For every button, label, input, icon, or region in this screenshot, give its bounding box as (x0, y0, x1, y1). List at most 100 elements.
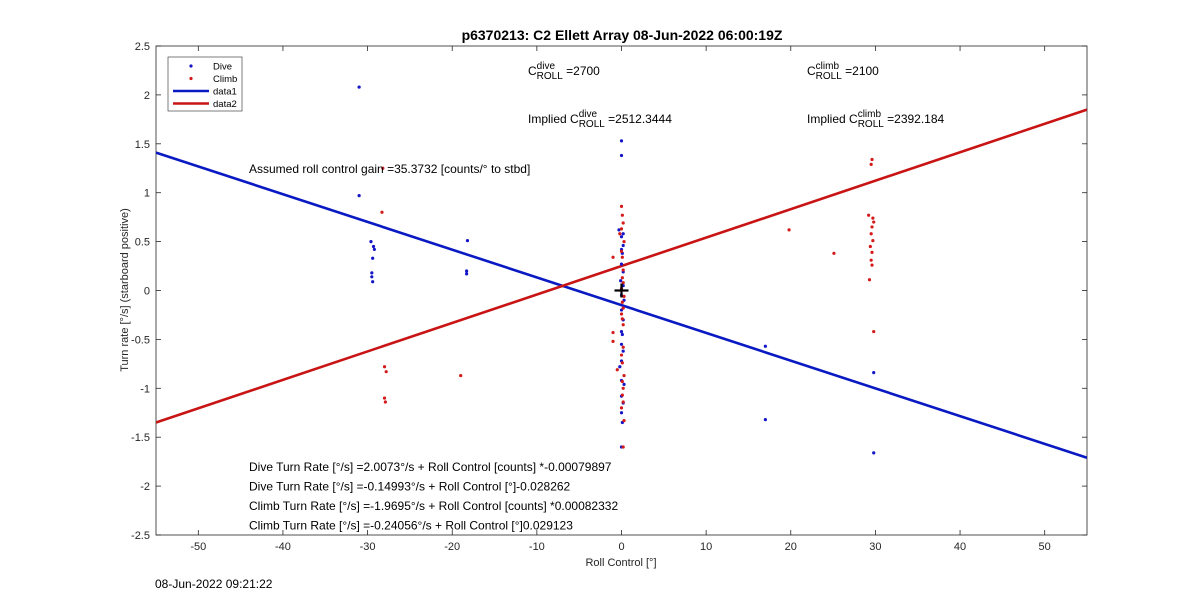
x-axis-label: Roll Control [°] (585, 557, 656, 569)
point-climb (618, 232, 622, 236)
point-climb (868, 244, 872, 249)
point-dive (370, 271, 374, 275)
point-dive (620, 332, 624, 337)
point-dive (618, 365, 622, 369)
point-climb (870, 250, 874, 254)
plot-area: -50 -40 -30 -20 -10 0 10 20 30 40 50-2.5-2-1.5-1-0… (131, 41, 1088, 553)
point-climb (621, 268, 625, 272)
y-tick-label: -1.5 (131, 432, 150, 444)
y-tick-label: 0 (144, 286, 150, 298)
point-dive (619, 329, 624, 334)
point-dive (371, 244, 376, 249)
point-climb (381, 166, 385, 170)
point-climb (384, 370, 388, 374)
point-climb (622, 418, 626, 423)
point-climb (621, 306, 625, 310)
point-climb (870, 263, 874, 267)
legend-label: Climb (213, 74, 237, 85)
point-dive (763, 344, 767, 348)
point-dive (763, 417, 767, 422)
implied-c-roll-dive: Implied Cdive ROLL =2512.3444 (528, 109, 672, 130)
fit-line-data2 (156, 108, 1087, 424)
y-tick-label: -2.5 (131, 530, 150, 542)
point-climb (620, 276, 624, 280)
point-climb (615, 368, 619, 372)
point-dive (619, 411, 624, 415)
point-climb (872, 220, 876, 224)
point-dive (370, 275, 374, 279)
point-dive (619, 235, 624, 239)
roll-gain-annotation: Assumed roll control gain =35.3732 [coun… (249, 162, 530, 176)
x-tick-label: 40 (954, 541, 966, 553)
point-dive (619, 279, 623, 283)
legend-box (167, 56, 243, 112)
point-dive (619, 153, 624, 158)
point-climb (620, 213, 624, 217)
point-climb (619, 353, 624, 357)
point-climb (619, 227, 624, 231)
point-climb (620, 255, 624, 259)
timestamp: 08-Jun-2022 09:21:22 (155, 577, 273, 591)
y-tick-label: 1 (144, 188, 150, 200)
point-climb (619, 406, 624, 410)
point-dive (621, 349, 625, 353)
point-climb (619, 312, 624, 316)
point-climb (459, 373, 463, 378)
y-axis-label: Turn rate [°/s] (starboard positive) (119, 208, 131, 372)
point-climb (867, 213, 871, 217)
point-climb (620, 317, 624, 321)
point-dive (619, 139, 624, 143)
point-climb (622, 240, 626, 244)
point-climb (621, 386, 625, 390)
point-climb (622, 373, 626, 378)
fit-equation: Dive Turn Rate [°/s] =2.0073°/s + Roll C… (249, 460, 612, 474)
point-dive (622, 382, 626, 386)
x-tick-label: 10 (700, 541, 712, 553)
point-climb (870, 225, 874, 229)
x-tick-label: -40 (275, 541, 291, 553)
fit-equation: Climb Turn Rate [°/s] =-0.24056°/s + Rol… (249, 519, 573, 533)
legend-label: data2 (213, 99, 237, 110)
point-climb (622, 294, 626, 298)
x-tick-label: -20 (444, 541, 460, 553)
point-climb (870, 157, 874, 162)
point-dive (621, 243, 625, 248)
y-tick-label: -1 (140, 383, 150, 395)
point-dive (619, 262, 624, 266)
point-climb (871, 216, 875, 220)
point-dive (465, 239, 470, 243)
point-dive (371, 256, 375, 260)
legend-marker (189, 64, 193, 68)
point-climb (871, 239, 875, 243)
point-climb (867, 278, 872, 282)
point-climb (832, 251, 836, 255)
y-tick-label: 1.5 (135, 139, 150, 151)
legend-label: Dive (213, 62, 232, 73)
x-tick-label: -30 (360, 541, 376, 553)
x-tick-label: 0 (618, 541, 624, 553)
point-dive (369, 240, 373, 244)
point-climb (619, 249, 624, 253)
point-climb (611, 339, 615, 343)
legend-marker (189, 76, 193, 81)
point-climb (620, 300, 624, 304)
point-dive (872, 451, 876, 455)
point-climb (619, 204, 624, 208)
x-tick-label: -50 (190, 541, 206, 553)
x-tick-label: 30 (869, 541, 881, 553)
point-dive (357, 194, 361, 198)
point-climb (621, 323, 625, 327)
c-roll-dive: Cdive ROLL =2700 (528, 61, 600, 82)
x-tick-label: 50 (1039, 541, 1051, 553)
point-climb (787, 228, 791, 232)
point-climb (872, 329, 876, 334)
point-climb (621, 445, 625, 449)
point-climb (621, 345, 625, 349)
chart-title: p6370213: C2 Ellett Array 08-Jun-2022 06… (462, 27, 783, 43)
point-dive (371, 280, 375, 284)
point-dive (357, 85, 361, 89)
fit-equation: Climb Turn Rate [°/s] =-1.9695°/s + Roll… (249, 499, 618, 513)
y-tick-label: 0.5 (135, 237, 150, 249)
point-climb (620, 361, 624, 365)
